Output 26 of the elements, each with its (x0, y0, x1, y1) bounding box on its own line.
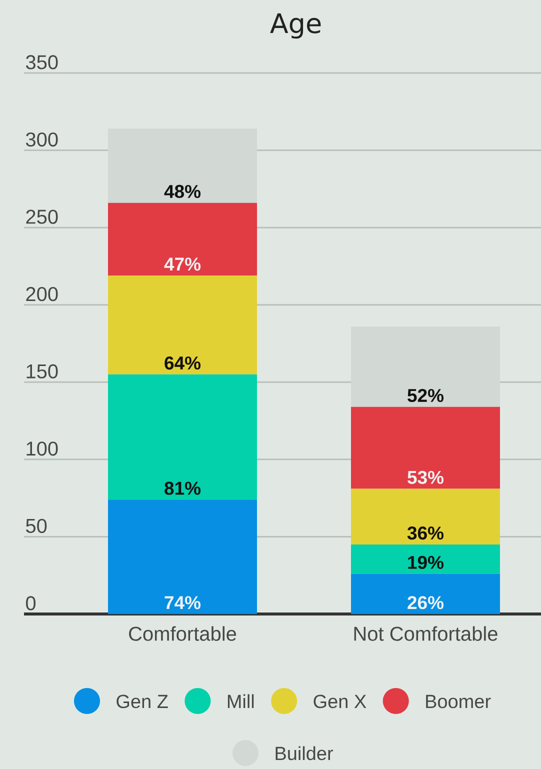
data-label: 48% (164, 184, 201, 198)
data-label: 36% (407, 526, 444, 540)
y-tick-label: 0 (26, 596, 36, 610)
y-tick-label: 350 (26, 55, 58, 70)
data-label: 47% (164, 258, 201, 271)
legend-label: Mill (228, 694, 254, 708)
y-tick-label: 150 (26, 364, 58, 378)
legend-label: Builder (276, 746, 333, 760)
x-tick-label: Not Comfortable (354, 626, 498, 641)
y-tick-label: 200 (26, 287, 58, 302)
y-tick-label: 300 (26, 132, 58, 147)
data-label: 19% (408, 556, 444, 569)
data-label: 74% (164, 596, 201, 610)
legend-label: Gen Z (116, 694, 168, 708)
data-label: 52% (408, 388, 444, 402)
legend-label: Boomer (426, 694, 491, 708)
chart-title: Age (270, 13, 321, 39)
data-label: 26% (408, 596, 444, 610)
legend-label: Gen X (314, 694, 366, 708)
y-tick-label: 100 (26, 442, 58, 456)
y-tick-label: 50 (26, 518, 47, 533)
data-label: 53% (408, 470, 444, 484)
data-label: 81% (164, 482, 201, 495)
x-tick-label: Comfortable (129, 626, 236, 641)
data-label: 64% (164, 356, 201, 370)
y-tick-label: 250 (26, 210, 58, 224)
